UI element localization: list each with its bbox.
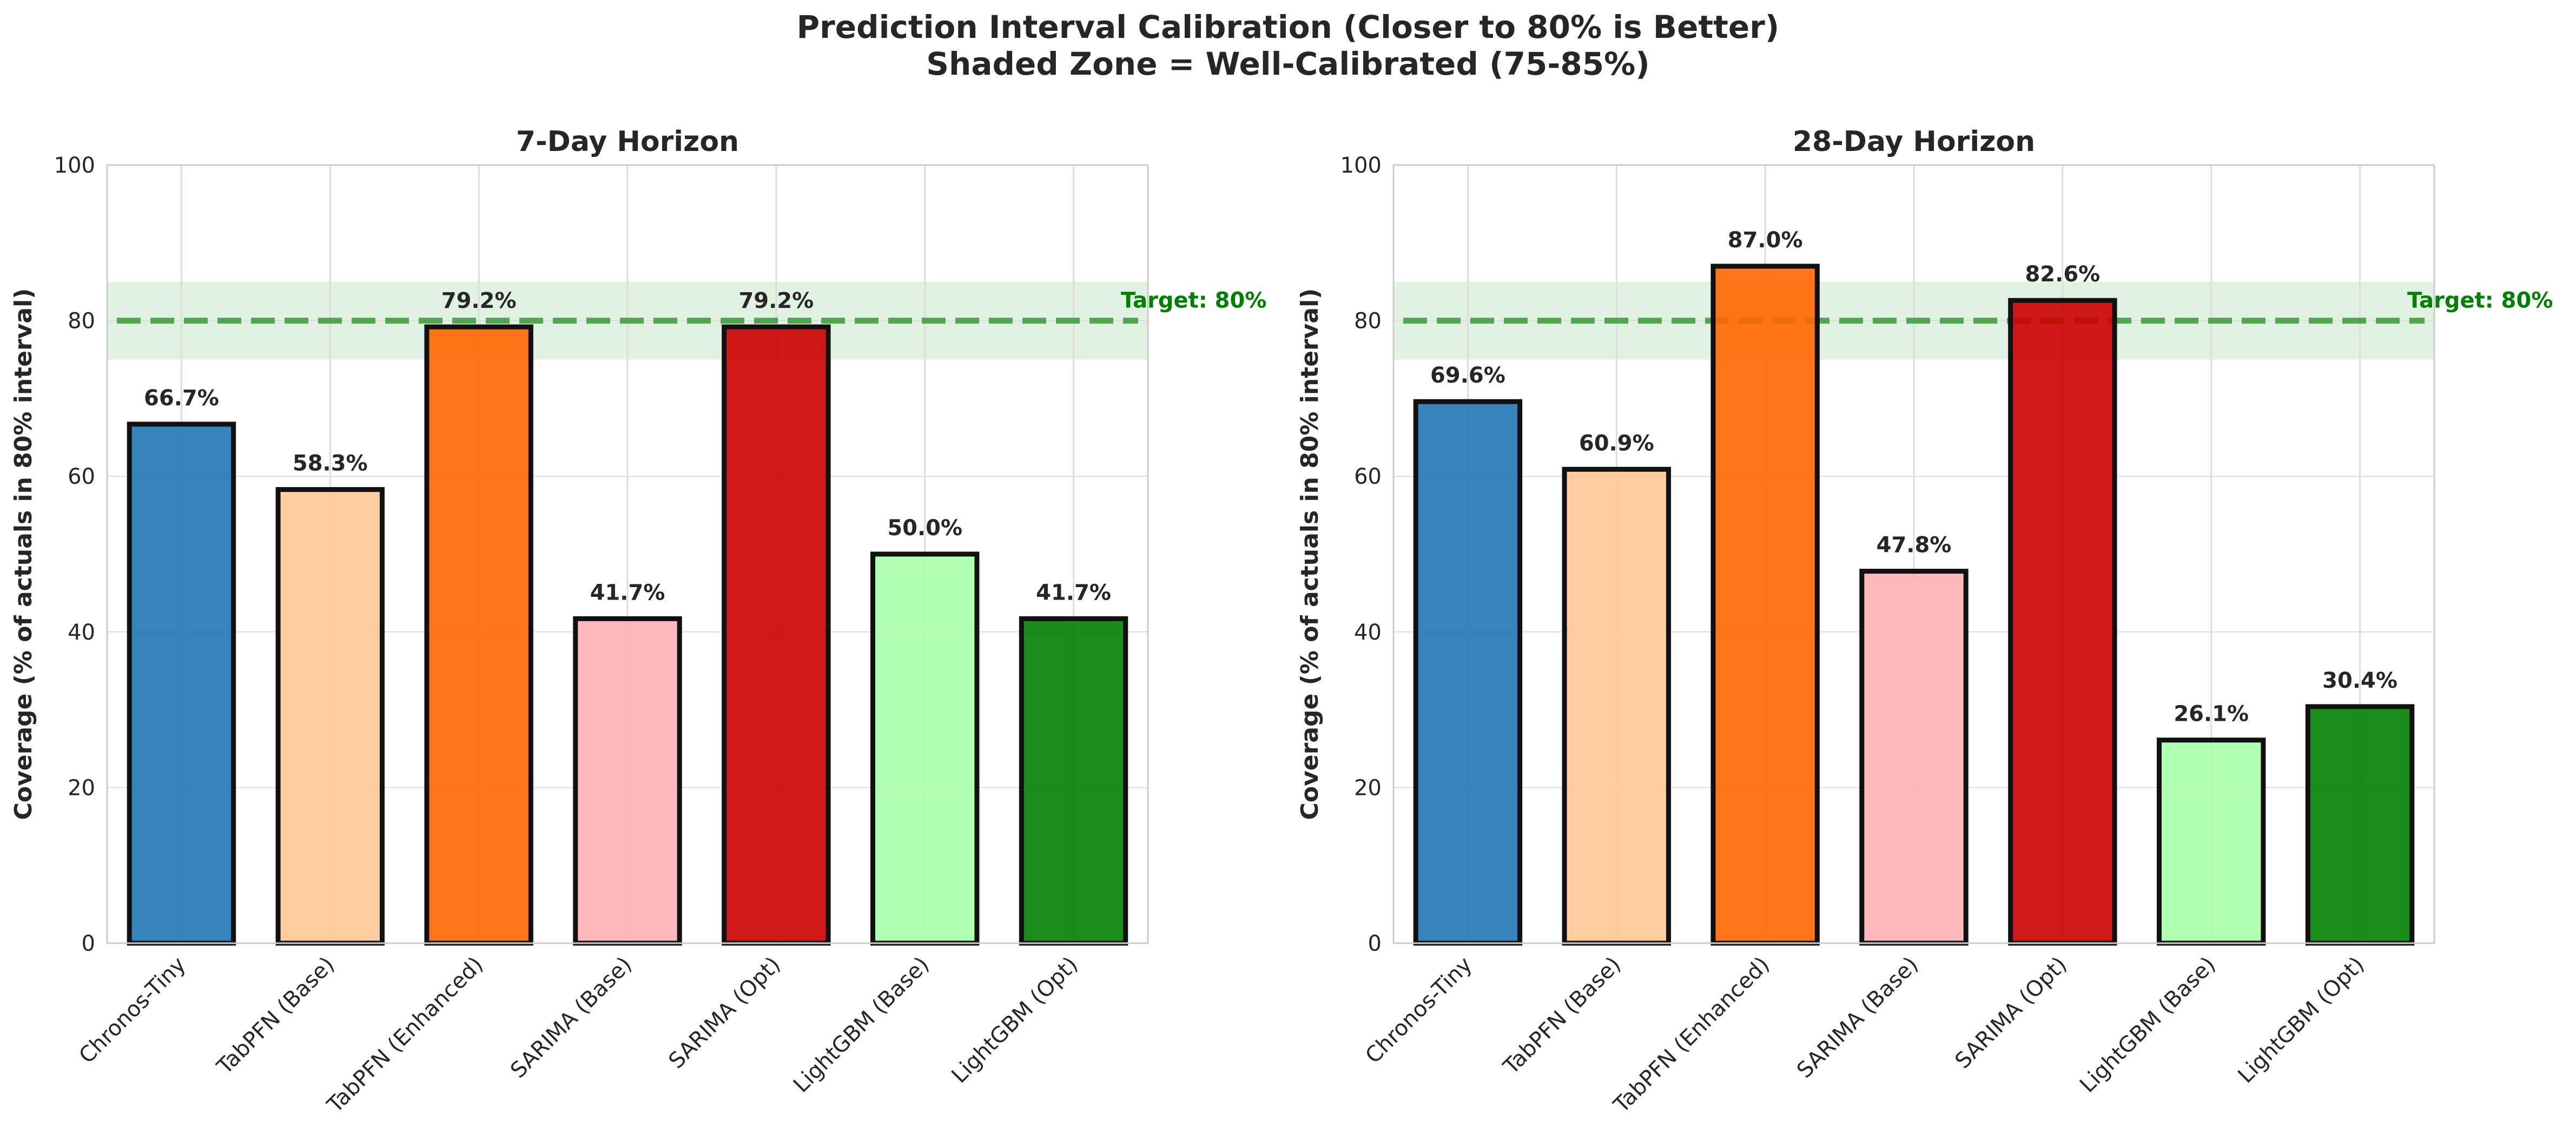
data-label-3: 87.0%	[1728, 228, 1803, 253]
y-tick-label: 100	[1340, 153, 1382, 178]
y-tick-label: 80	[68, 309, 95, 334]
data-label-2: 60.9%	[1579, 431, 1654, 456]
y-axis-label: Coverage (% of actuals in 80% interval)	[1296, 288, 1324, 820]
figure-title-line-1: Prediction Interval Calibration (Closer …	[797, 9, 1780, 45]
y-axis-label: Coverage (% of actuals in 80% interval)	[10, 288, 37, 820]
panel-title: 7-Day Horizon	[516, 126, 739, 158]
target-label: Target: 80%	[1121, 288, 1266, 313]
data-label-5: 82.6%	[2025, 262, 2100, 287]
y-tick-label: 20	[1354, 775, 1382, 800]
y-tick-label: 60	[1354, 464, 1382, 489]
y-tick-label: 80	[1354, 309, 1382, 334]
plot-frame	[1392, 164, 2435, 944]
bar-1	[127, 422, 236, 946]
y-tick-label: 100	[54, 153, 95, 178]
y-tick-label: 0	[82, 931, 95, 956]
bar-2	[275, 487, 385, 946]
data-label-6: 26.1%	[2174, 702, 2249, 727]
bar-6	[870, 551, 980, 946]
bar-1	[1413, 399, 1523, 946]
bar-3	[1710, 264, 1820, 946]
bar-6	[2157, 738, 2266, 946]
y-tick-label: 40	[1354, 620, 1382, 645]
chart-panels: Target: 80% 66.7% 58.3% 79.2% 41.7% 79.2% 50.0…	[10, 126, 2553, 1118]
y-tick-label: 20	[68, 775, 95, 800]
data-label-7: 30.4%	[2322, 668, 2397, 693]
y-tick-label: 60	[68, 464, 95, 489]
y-tick-label: 40	[68, 620, 95, 645]
data-label-2: 58.3%	[293, 451, 368, 476]
figure-title-line-2: Shaded Zone = Well-Calibrated (75-85%)	[926, 45, 1649, 82]
data-label-4: 41.7%	[590, 580, 665, 605]
plot-frame	[106, 164, 1149, 944]
data-label-7: 41.7%	[1036, 580, 1111, 605]
bar-7	[1019, 616, 1128, 946]
data-label-6: 50.0%	[887, 516, 962, 541]
data-label-4: 47.8%	[1877, 533, 1952, 558]
bar-2	[1562, 466, 1671, 946]
data-label-5: 79.2%	[738, 288, 814, 313]
data-label-3: 79.2%	[441, 288, 517, 313]
bar-5	[2008, 298, 2117, 946]
target-label: Target: 80%	[2407, 288, 2553, 313]
panel-title: 28-Day Horizon	[1793, 126, 2035, 158]
bar-4	[1859, 569, 1969, 946]
y-tick-label: 0	[1368, 931, 1382, 956]
data-label-1: 66.7%	[144, 386, 219, 411]
bar-7	[2305, 704, 2415, 946]
bar-5	[722, 324, 831, 946]
bar-4	[573, 616, 682, 946]
bar-3	[424, 324, 533, 946]
data-label-1: 69.6%	[1430, 363, 1505, 388]
